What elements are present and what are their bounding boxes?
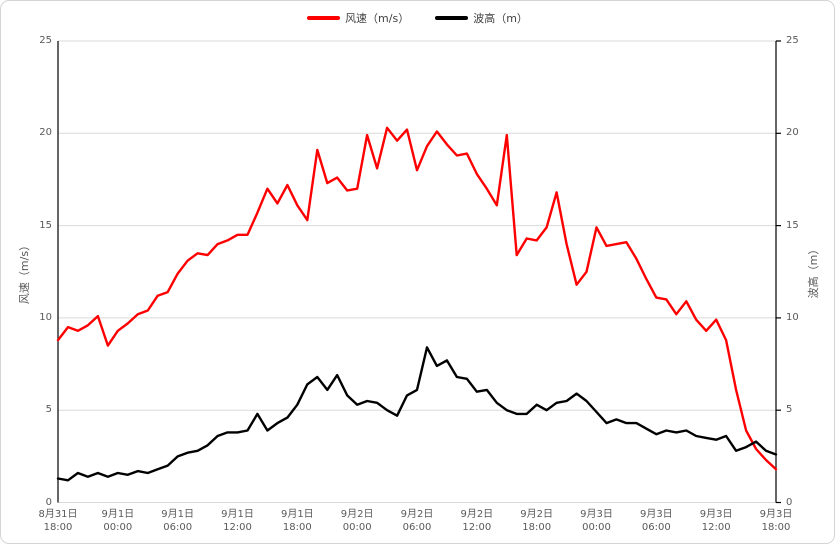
wind-speed-legend-label: 风速（m/s） — [345, 12, 410, 25]
legend-item-wind-speed: 风速（m/s） — [307, 10, 409, 26]
legend-item-wave-height: 波高（m） — [435, 10, 528, 26]
series-line-wave-height — [56, 346, 778, 482]
legend: 风速（m/s） 波高（m） — [1, 10, 834, 26]
series-line-wind-speed — [56, 126, 778, 471]
wind-speed-line-swatch — [307, 16, 341, 20]
wave-height-line-swatch — [435, 16, 469, 20]
wave-height-legend-label: 波高（m） — [473, 12, 528, 25]
